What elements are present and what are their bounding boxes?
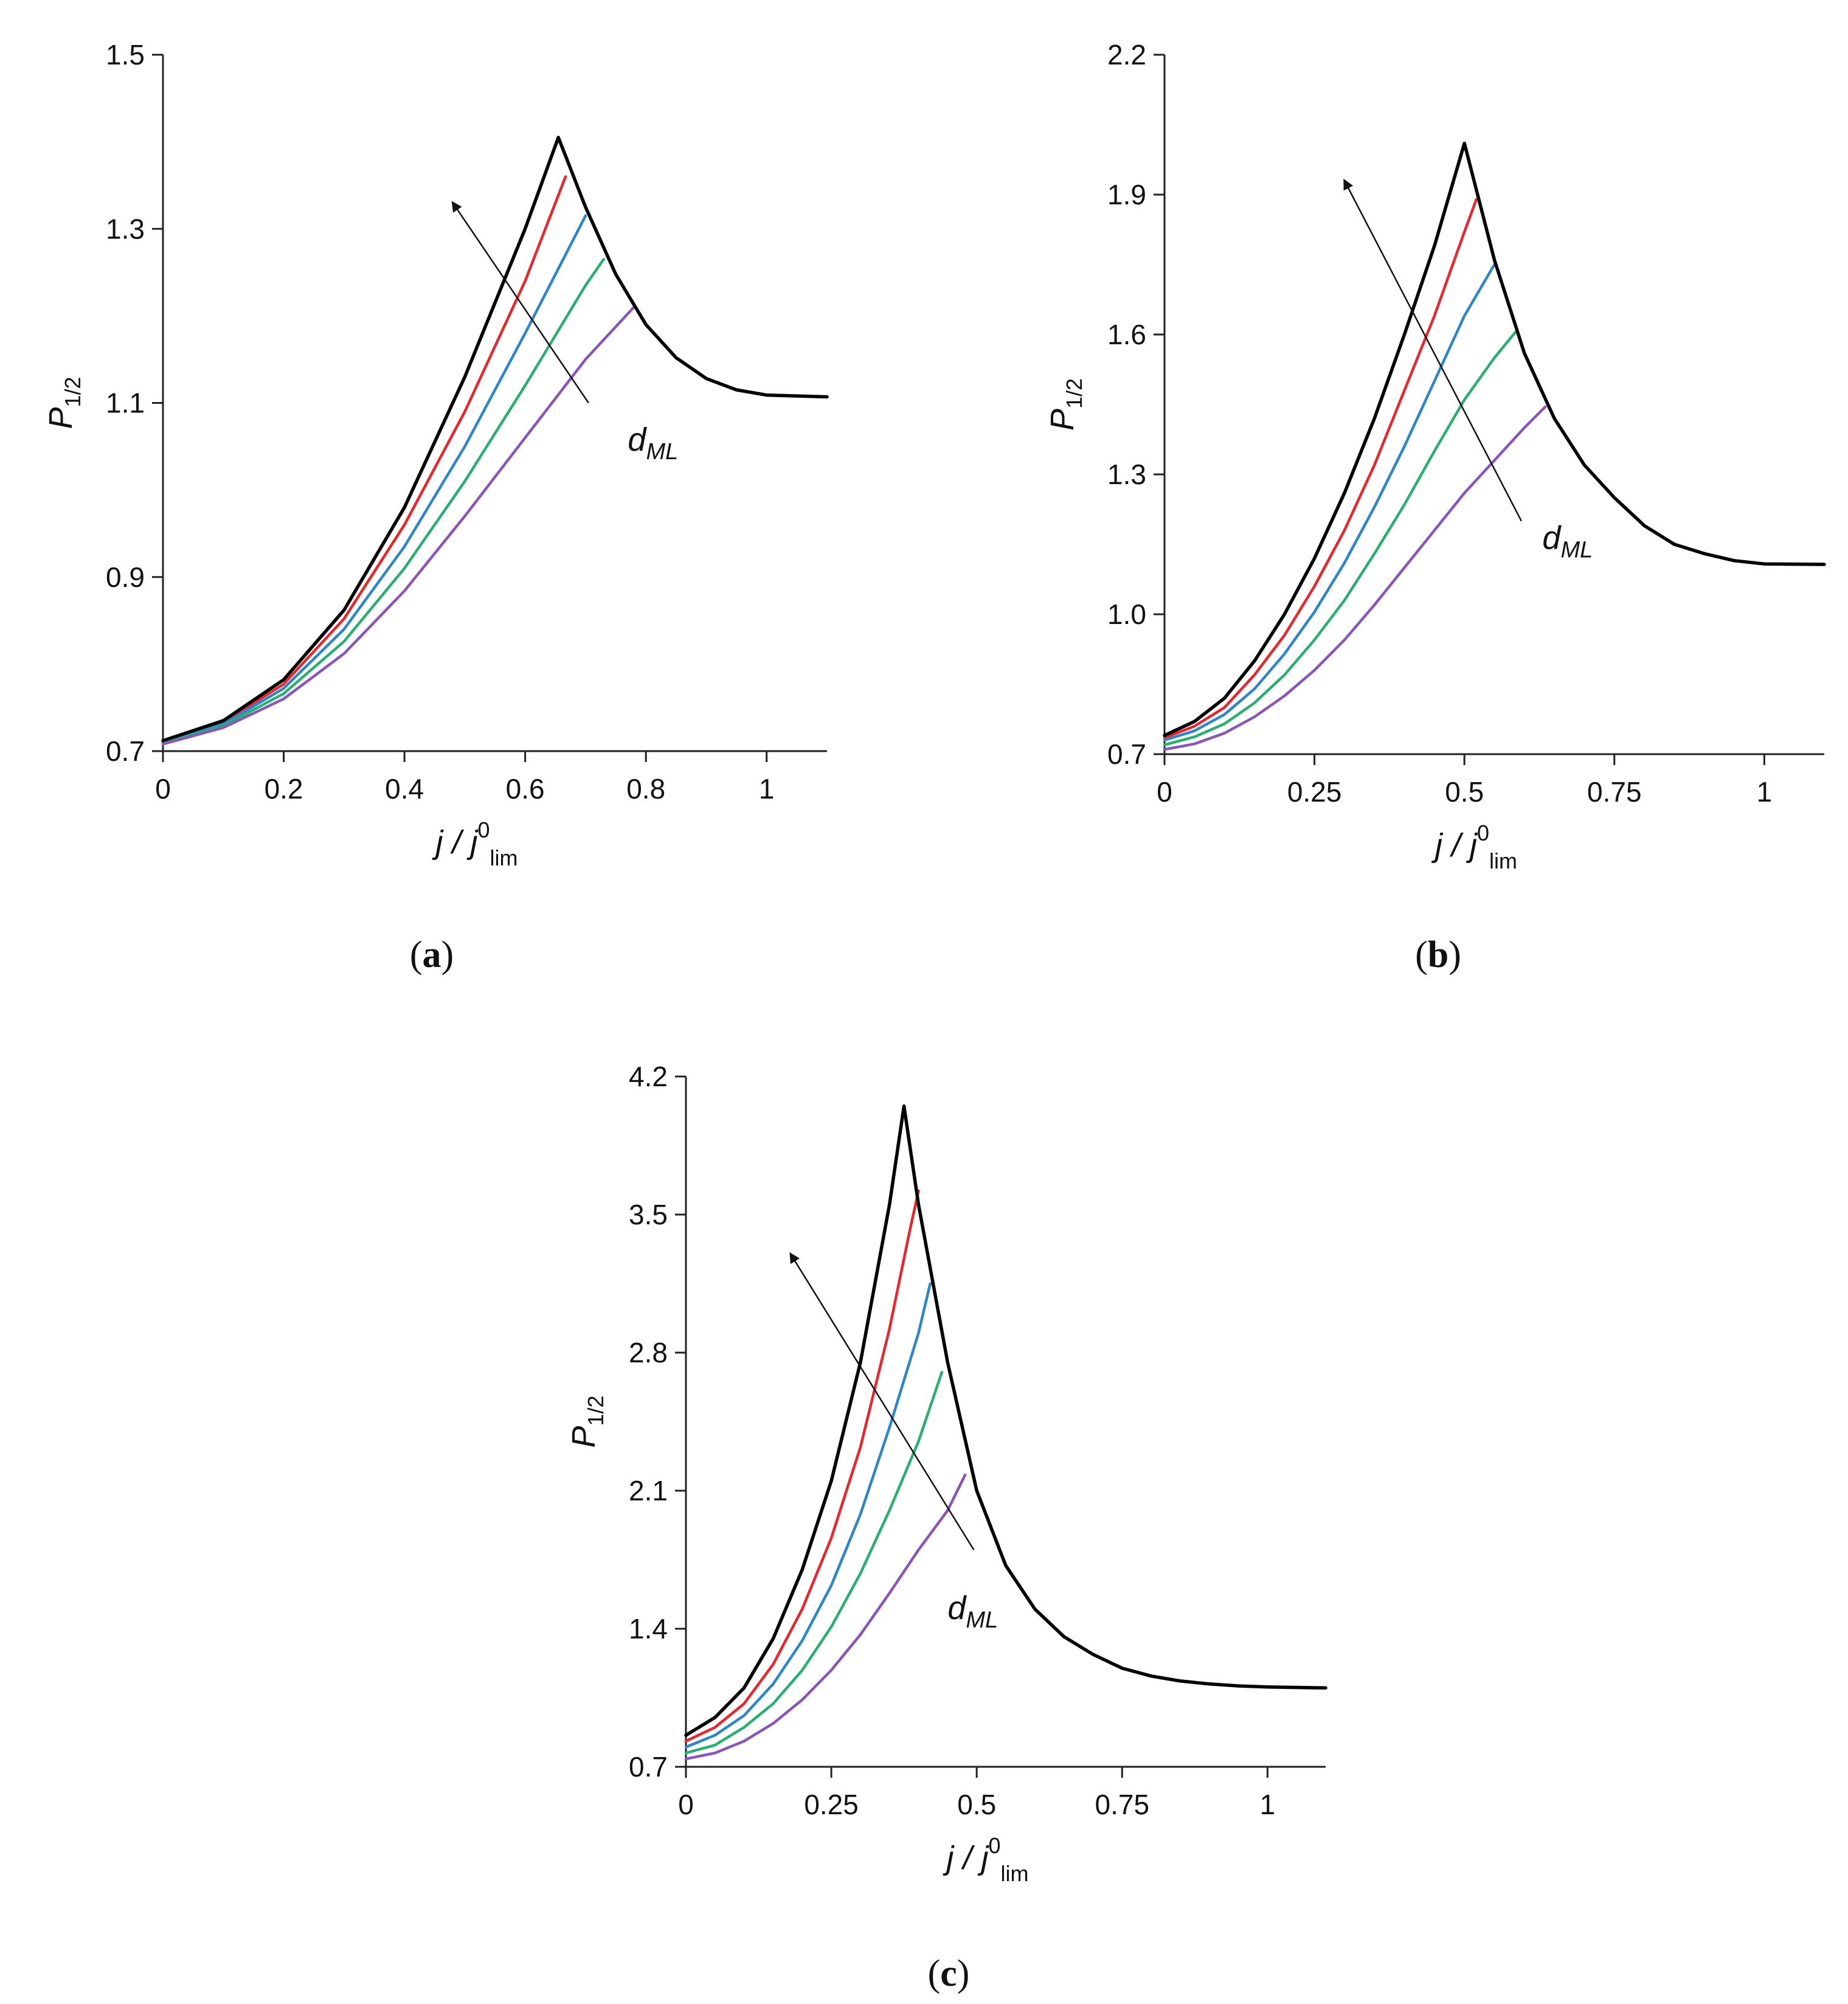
x-axis-label-sub: lim [1001, 1861, 1029, 1886]
x-axis-label-main: j / j [942, 1840, 989, 1876]
y-tick-label: 1.4 [629, 1613, 668, 1645]
x-axis-label: j / j0lim [431, 817, 517, 870]
x-axis-label: j / j0lim [1431, 820, 1517, 873]
x-axis-label-main: j / j [431, 824, 479, 861]
y-axis-label: P1/2 [43, 376, 85, 429]
series-line-purple [161, 305, 635, 746]
annotation-arrow [789, 1252, 975, 1550]
y-tick-label: 1.5 [106, 39, 145, 71]
x-tick-label: 1 [759, 773, 775, 805]
panel-label-c: (c) [928, 1953, 970, 1994]
x-tick-label: 0.6 [506, 773, 545, 805]
y-tick-label: 1.1 [106, 387, 145, 419]
x-tick-label: 0 [155, 773, 171, 805]
x-axis-label-sup: 0 [478, 817, 490, 842]
y-tick-label: 3.5 [629, 1199, 668, 1230]
y-tick-label: 2.1 [629, 1475, 668, 1506]
x-tick-label: 0.2 [265, 773, 303, 805]
x-tick-label: 1 [1260, 1789, 1276, 1820]
annotation-label: dML [1542, 520, 1593, 563]
chart-panel-b: 0.71.01.31.61.92.20 0.25 0.5 0.75 1j / j0lim… [1044, 39, 1826, 873]
y-axis-label-sub: 1/2 [583, 1395, 608, 1426]
series-line-black [1163, 141, 1826, 738]
x-tick-label: 0.75 [1587, 776, 1642, 808]
y-axis-label-main: P [566, 1426, 602, 1448]
y-tick-label: 1.3 [1107, 459, 1146, 490]
y-axis-label-sub: 1/2 [1062, 378, 1087, 409]
y-tick-label: 0.9 [106, 561, 145, 593]
y-tick-label: 0.7 [106, 735, 145, 767]
series-line-blue [1163, 263, 1496, 742]
chart-panel-a: 0.70.91.11.31.50 0.2 0.4 0.6 0.8 1j / j0limP1… [43, 39, 829, 870]
series-line-purple [684, 1473, 967, 1761]
series-line-black [684, 1104, 1327, 1737]
annotation-label-sub: ML [646, 439, 678, 465]
y-axis-label: P1/2 [1044, 378, 1087, 431]
y-tick-label: 1.3 [106, 213, 145, 244]
x-tick-label: 0.8 [626, 773, 665, 805]
x-axis-label-sub: lim [490, 845, 518, 870]
series-line-red [684, 1189, 920, 1743]
x-axis-label: j / j0lim [942, 1833, 1028, 1886]
annotation-label: dML [628, 421, 678, 465]
x-axis-label-sub: lim [1489, 848, 1517, 873]
y-tick-label: 4.2 [629, 1061, 668, 1092]
series-line-green [161, 258, 605, 745]
annotation-label-main: d [1542, 520, 1562, 556]
annotation-label: dML [947, 1590, 998, 1633]
y-tick-label: 0.7 [629, 1751, 668, 1783]
series-line-purple [1163, 405, 1547, 751]
annotation-arrow [1343, 178, 1522, 522]
x-tick-label: 0.25 [804, 1789, 859, 1820]
annotation-label-sub: ML [1560, 538, 1593, 563]
x-tick-label: 0 [678, 1789, 694, 1820]
x-axis-label-sup: 0 [1477, 820, 1489, 845]
annotation-arrow [451, 201, 589, 404]
annotation-label-sub: ML [966, 1607, 998, 1633]
annotation-label-main: d [628, 421, 647, 458]
x-tick-label: 0.25 [1287, 776, 1342, 808]
x-axis-label-sup: 0 [989, 1833, 1001, 1858]
series-line-blue [684, 1282, 932, 1749]
x-axis-label-main: j / j [1431, 827, 1478, 864]
x-tick-label: 0.75 [1095, 1789, 1150, 1820]
series-line-black [161, 136, 829, 743]
x-tick-label: 0.5 [1445, 776, 1484, 808]
y-tick-label: 0.7 [1107, 738, 1146, 770]
panel-label-b: (b) [1415, 934, 1461, 976]
y-tick-label: 1.0 [1107, 598, 1146, 630]
x-tick-label: 1 [1757, 776, 1773, 808]
series-line-blue [161, 214, 587, 744]
chart-panel-c: 0.71.42.12.83.54.20 0.25 0.5 0.75 1j / j0lim… [566, 1061, 1327, 1886]
y-axis-label-main: P [1044, 409, 1081, 431]
y-axis-label-main: P [43, 407, 79, 429]
y-tick-label: 2.8 [629, 1337, 668, 1368]
y-tick-label: 1.9 [1107, 179, 1146, 210]
x-tick-label: 0 [1157, 776, 1172, 808]
series-line-red [161, 175, 567, 743]
annotation-label-main: d [947, 1590, 967, 1626]
y-tick-label: 2.2 [1107, 39, 1146, 71]
y-tick-label: 1.6 [1107, 319, 1146, 350]
series-line-red [1163, 198, 1478, 740]
series-line-green [1163, 330, 1517, 746]
series-line-green [684, 1371, 944, 1755]
x-tick-label: 0.5 [957, 1789, 996, 1820]
panel-label-a: (a) [410, 934, 454, 976]
y-axis-label-sub: 1/2 [60, 376, 85, 407]
y-axis-label: P1/2 [566, 1395, 608, 1448]
x-tick-label: 0.4 [385, 773, 424, 805]
